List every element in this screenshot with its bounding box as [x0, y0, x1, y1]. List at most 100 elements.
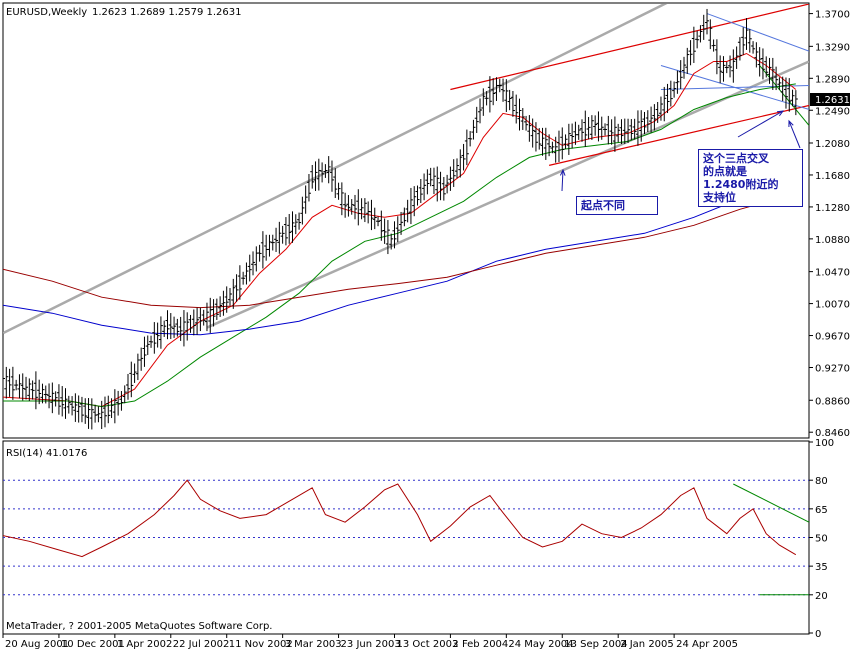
time-tick-label: 24 May 2004	[508, 639, 573, 650]
ohlc-bar	[20, 373, 25, 401]
ohlc-bar	[3, 373, 5, 390]
ohlc-bar	[76, 395, 81, 423]
ohlc-bar	[553, 136, 558, 163]
price-tick-label: 0.9670	[815, 332, 850, 343]
ohlc-bar	[79, 396, 84, 423]
ohlc-bar	[316, 158, 321, 191]
ohlc-bar	[507, 89, 512, 111]
ohlc-bar	[468, 131, 473, 147]
ohlc-bar	[356, 189, 361, 226]
ohlc-bar	[257, 244, 262, 262]
ohlc-bar	[695, 30, 700, 49]
ohlc-bar	[642, 111, 647, 135]
ohlc-bar	[172, 316, 177, 338]
ohlc-bar	[399, 211, 404, 235]
ohlc-bar	[162, 320, 167, 337]
ohlc-bar	[313, 161, 318, 191]
ohlc-bar	[50, 382, 55, 414]
ohlc-bar	[583, 110, 588, 147]
rsi-tick-label: 35	[815, 562, 828, 573]
ohlc-bar	[626, 118, 631, 144]
annotation-arrow-head	[788, 119, 794, 128]
price-tick-label: 1.0470	[815, 268, 850, 279]
ohlc-bar	[247, 254, 252, 282]
ohlc-bar	[570, 123, 575, 149]
price-tick-label: 1.0070	[815, 300, 850, 311]
annotation-arrow-head	[776, 110, 785, 117]
ohlc-bar	[122, 385, 127, 404]
ohlc-bar	[652, 104, 657, 131]
ohlc-bar	[691, 26, 696, 63]
ohlc-bar	[336, 182, 341, 200]
ohlc-bar	[293, 214, 298, 235]
time-tick-label: 23 Jun 2003	[341, 639, 401, 650]
ohlc-bar	[106, 395, 111, 424]
ohlc-bar	[152, 322, 157, 354]
ohlc-bar	[435, 166, 440, 202]
ohlc-bar	[99, 400, 104, 429]
ohlc-bar	[267, 234, 272, 257]
ohlc-bar	[603, 123, 608, 136]
ohlc-bar	[747, 28, 752, 53]
copyright-label: MetaTrader, ? 2001-2005 MetaQuotes Softw…	[6, 621, 272, 632]
ohlc-bar	[517, 98, 522, 131]
annotation-arrow-shaft	[737, 110, 784, 138]
ohlc-bar	[770, 57, 775, 90]
ohlc-bar	[540, 127, 545, 156]
ohlc-bar	[563, 134, 568, 149]
ohlc-bar	[724, 61, 729, 74]
ohlc-bar	[119, 391, 124, 411]
ohlc-bar	[560, 127, 565, 160]
trendline-channel_red-3	[548, 104, 809, 166]
ohlc-bar	[497, 78, 502, 93]
ohlc-bar	[484, 91, 489, 106]
annotation-arrow-shaft	[561, 169, 564, 192]
price-tick-label: 1.2890	[815, 74, 850, 85]
ohlc-bar	[701, 14, 706, 40]
ohlc-bar	[310, 164, 315, 189]
ohlc-bar	[287, 213, 292, 244]
ohlc-bar	[412, 186, 417, 217]
ohlc-bar	[501, 78, 506, 102]
time-tick-label: 2 Jan 2005	[620, 639, 674, 650]
ohlc-bar	[372, 207, 377, 230]
ohlc-bar	[175, 318, 180, 337]
rsi-tick-label: 100	[815, 438, 834, 449]
current-price-marker	[810, 93, 850, 106]
support-annotation-line-3: 1.2480附近的	[703, 178, 779, 191]
trendline-ma_mid-7	[759, 65, 809, 126]
ohlc-bar	[451, 159, 456, 187]
ohlc-bar	[655, 102, 660, 123]
price-tick-label: 1.0880	[815, 235, 850, 246]
annotation-arrow-head	[559, 168, 566, 176]
ohlc-bar	[708, 19, 713, 50]
ohlc-bar	[793, 90, 798, 116]
rsi-pane-lines	[3, 479, 809, 596]
ohlc-bar	[668, 80, 673, 107]
ohlc-bar	[349, 199, 354, 215]
ohlc-bar	[547, 134, 552, 157]
ohlc-bar	[711, 39, 716, 52]
ohlc-bar	[629, 119, 634, 141]
ohlc-bar	[320, 162, 325, 183]
ohlc-bar	[514, 94, 519, 124]
ohlc-bar	[760, 48, 765, 80]
ohlc-bar	[524, 115, 529, 131]
ohlc-bar	[343, 192, 348, 218]
trendline-trend_blue-4	[706, 13, 809, 52]
ohlc-bar	[609, 119, 614, 145]
ohlc-bar	[754, 42, 759, 68]
support-annotation-line-1: 这个三点交叉	[703, 152, 769, 165]
ohlc-bar	[237, 265, 242, 300]
ohlc-bar	[201, 309, 206, 326]
ohlc-bar	[445, 174, 450, 194]
ohlc-bar	[359, 198, 364, 220]
annotation-arrows	[559, 110, 801, 192]
ohlc-bar	[126, 373, 131, 400]
moving-average-ma_mid	[3, 83, 796, 408]
ohlc-bar	[70, 396, 75, 416]
ohlc-bar	[537, 128, 542, 150]
time-tick-label: 3 Mar 2003	[285, 639, 342, 650]
ohlc-bar	[688, 40, 693, 66]
